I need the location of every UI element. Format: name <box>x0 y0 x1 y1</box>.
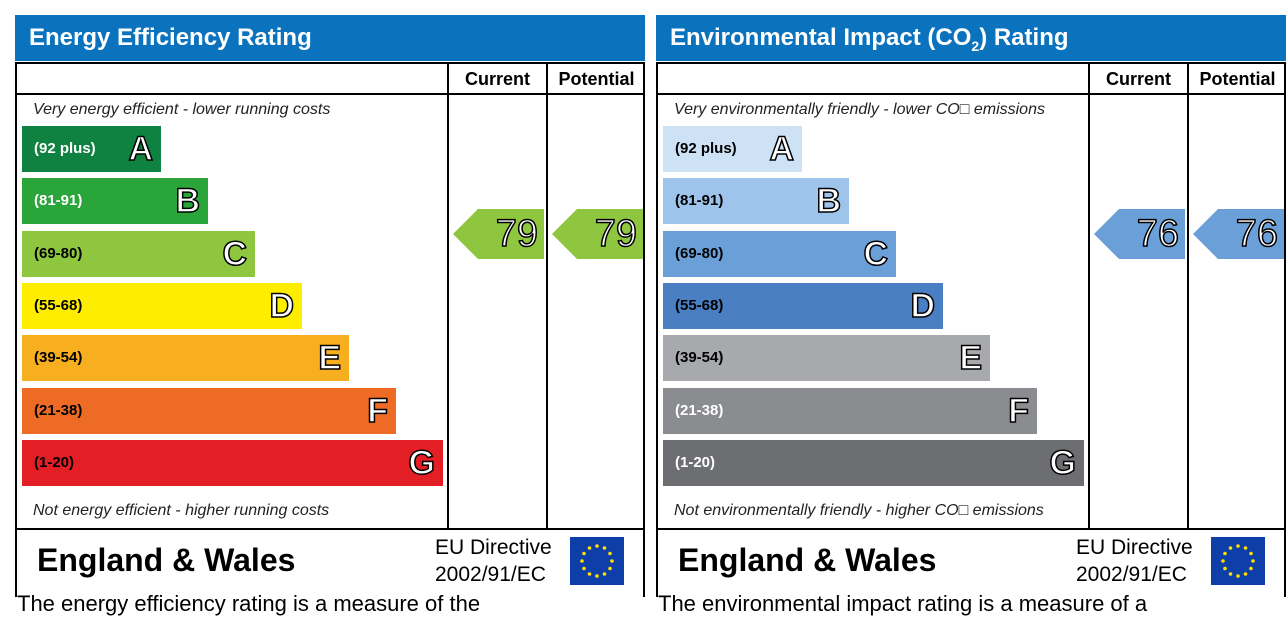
eu-star-icon <box>1251 559 1255 563</box>
eu-star-icon <box>1236 574 1240 578</box>
caption-text: The environmental impact rating is a mea… <box>658 591 1148 616</box>
current-rating-arrow: 79 <box>453 208 544 259</box>
scale-bottom-label: Not environmentally friendly - higher CO… <box>674 502 1044 519</box>
eu-star-icon <box>1243 572 1248 576</box>
scale-top-label: Very energy efficient - lower running co… <box>33 101 331 118</box>
band-range-label: (55-68) <box>34 296 83 314</box>
band-letter: A <box>128 129 154 169</box>
eu-star-icon <box>580 559 584 563</box>
eu-star-icon <box>608 566 612 571</box>
band-range-label: (39-54) <box>34 349 83 367</box>
rating-grid: Current Potential Very environmentally f… <box>656 62 1286 597</box>
energy-efficiency-panel: Energy Efficiency Rating Current Potenti… <box>15 15 645 616</box>
band-range-label: (21-38) <box>675 401 724 419</box>
band-range-label: (81-91) <box>34 192 83 210</box>
band-a: (92 plus) A <box>22 126 161 172</box>
panel-title: Energy Efficiency Rating <box>15 15 645 61</box>
eu-star-icon <box>1223 551 1227 556</box>
current-column-header: Current <box>1105 69 1171 89</box>
band-c: (69-80) C <box>22 230 255 277</box>
eu-star-icon <box>1236 544 1240 548</box>
eu-star-icon <box>1249 566 1253 571</box>
eu-star-icon <box>582 566 586 571</box>
eu-flag-icon <box>570 537 624 585</box>
band-letter: F <box>366 391 388 431</box>
band-letter: C <box>863 234 889 274</box>
band-letter: B <box>816 182 842 222</box>
band-b: (81-91) B <box>22 178 208 225</box>
band-letter: B <box>175 182 201 222</box>
footer-directive: EU Directive 2002/91/EC <box>435 536 552 586</box>
band-e: (39-54) E <box>663 335 990 382</box>
band-letter: G <box>1049 443 1077 483</box>
eu-star-icon <box>595 574 599 578</box>
band-letter: F <box>1007 391 1029 431</box>
band-range-label: (39-54) <box>675 349 724 367</box>
scale-bottom-label: Not energy efficient - higher running co… <box>33 502 330 519</box>
potential-rating-value: 79 <box>594 212 638 256</box>
potential-column-header: Potential <box>1199 69 1276 89</box>
eu-star-icon <box>1243 546 1248 550</box>
eu-star-icon <box>587 546 592 550</box>
eu-star-icon <box>608 551 612 556</box>
band-b: (81-91) B <box>663 178 849 225</box>
footer-directive: EU Directive 2002/91/EC <box>1076 536 1193 586</box>
band-range-label: (1-20) <box>675 453 716 471</box>
eu-star-icon <box>1249 551 1253 556</box>
band-d: (55-68) D <box>22 282 302 329</box>
eu-star-icon <box>1228 546 1233 550</box>
band-range-label: (69-80) <box>34 244 83 262</box>
band-range-label: (92 plus) <box>675 140 737 157</box>
rating-grid: Current Potential Very energy efficient … <box>15 62 645 597</box>
band-g: (1-20) G <box>663 439 1084 486</box>
band-letter: A <box>769 129 795 169</box>
eu-star-icon <box>602 572 607 576</box>
band-letter: D <box>910 286 936 326</box>
band-c: (69-80) C <box>663 230 896 277</box>
footer-country: England & Wales <box>37 542 296 578</box>
panel-title: Environmental Impact (CO2) Rating <box>656 15 1286 61</box>
eu-star-icon <box>1223 566 1227 571</box>
potential-column-header: Potential <box>558 69 635 89</box>
caption-text: The energy efficiency rating is a measur… <box>17 591 481 616</box>
current-rating-arrow: 76 <box>1094 208 1185 259</box>
band-f: (21-38) F <box>663 387 1037 434</box>
band-a: (92 plus) A <box>663 126 802 172</box>
band-letter: E <box>318 338 342 378</box>
current-rating-value: 79 <box>495 212 539 256</box>
band-letter: G <box>408 443 436 483</box>
band-f: (21-38) F <box>22 387 396 434</box>
potential-rating-value: 76 <box>1235 212 1279 256</box>
band-letter: E <box>959 338 983 378</box>
environmental-impact-panel: Environmental Impact (CO2) Rating Curren… <box>656 15 1286 616</box>
eu-star-icon <box>610 559 614 563</box>
eu-star-icon <box>582 551 586 556</box>
eu-star-icon <box>595 544 599 548</box>
band-g: (1-20) G <box>22 439 443 486</box>
potential-rating-arrow: 76 <box>1193 208 1284 259</box>
band-range-label: (21-38) <box>34 401 83 419</box>
current-rating-value: 76 <box>1136 212 1180 256</box>
current-column-header: Current <box>464 69 530 89</box>
eu-star-icon <box>1228 572 1233 576</box>
band-letter: D <box>269 286 295 326</box>
footer-country: England & Wales <box>678 542 937 578</box>
band-range-label: (1-20) <box>34 453 75 471</box>
band-range-label: (55-68) <box>675 296 724 314</box>
potential-rating-arrow: 79 <box>552 208 643 259</box>
band-range-label: (81-91) <box>675 192 724 210</box>
band-d: (55-68) D <box>663 282 943 329</box>
band-range-label: (92 plus) <box>34 140 96 157</box>
band-range-label: (69-80) <box>675 244 724 262</box>
scale-top-label: Very environmentally friendly - lower CO… <box>674 101 1045 118</box>
eu-star-icon <box>602 546 607 550</box>
band-letter: C <box>222 234 248 274</box>
band-e: (39-54) E <box>22 335 349 382</box>
eu-star-icon <box>587 572 592 576</box>
eu-flag-icon <box>1211 537 1265 585</box>
eu-star-icon <box>1221 559 1225 563</box>
